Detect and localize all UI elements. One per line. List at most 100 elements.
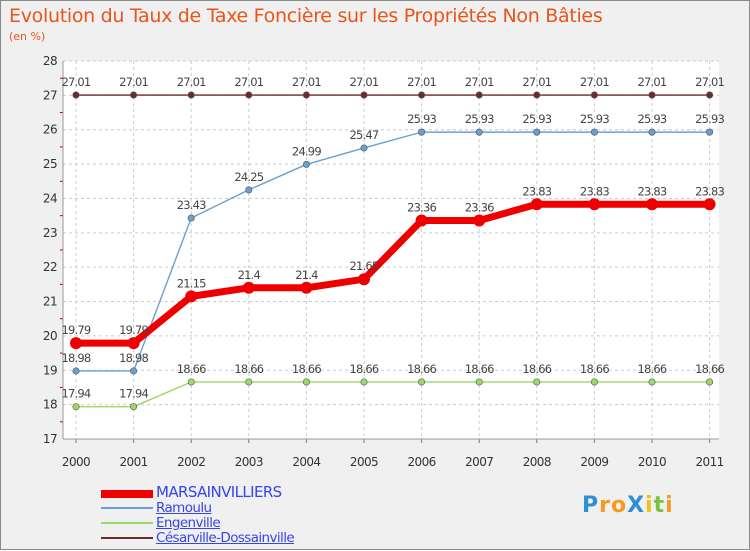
data-point bbox=[475, 91, 483, 99]
series-line-2 bbox=[76, 381, 710, 408]
data-point bbox=[360, 91, 368, 99]
data-point bbox=[418, 91, 426, 99]
data-label: 27.01 bbox=[350, 75, 379, 89]
data-point bbox=[130, 403, 138, 411]
data-label: 18.66 bbox=[522, 362, 551, 376]
x-tick-label: 2005 bbox=[350, 455, 378, 469]
data-point bbox=[245, 378, 253, 386]
data-point bbox=[533, 91, 541, 99]
x-tick-label: 2008 bbox=[523, 455, 551, 469]
logo-letter: X bbox=[627, 493, 646, 518]
data-label: 19.79 bbox=[62, 323, 91, 337]
data-label: 17.94 bbox=[119, 387, 148, 401]
legend-item-ramoulu[interactable]: Ramoulu bbox=[101, 500, 361, 516]
data-point bbox=[646, 198, 658, 211]
y-tick-label: 17 bbox=[43, 432, 57, 446]
data-point bbox=[302, 91, 310, 99]
x-tick-label: 2010 bbox=[638, 455, 666, 469]
data-point bbox=[302, 160, 310, 168]
data-label: 19.79 bbox=[119, 323, 148, 337]
data-point bbox=[70, 337, 82, 350]
data-point bbox=[418, 378, 426, 386]
data-point bbox=[358, 273, 370, 286]
data-point bbox=[590, 128, 598, 136]
series-line-1 bbox=[76, 131, 710, 372]
data-point bbox=[475, 128, 483, 136]
data-point bbox=[185, 290, 198, 303]
legend-item-marsainvilliers[interactable]: MARSAINVILLIERS bbox=[101, 483, 361, 501]
proxiti-logo[interactable]: ProXiti bbox=[582, 493, 674, 518]
legend-label-engenville: Engenville bbox=[156, 515, 221, 531]
data-label: 18.66 bbox=[465, 362, 494, 376]
legend-item-cesarville-dossainville[interactable]: Césarville-Dossainville bbox=[101, 530, 361, 546]
data-label: 25.93 bbox=[407, 112, 436, 126]
logo-letter: P bbox=[582, 493, 600, 518]
x-tick-label: 2003 bbox=[235, 455, 263, 469]
logo-letter: r bbox=[599, 493, 611, 518]
data-label: 27.01 bbox=[177, 75, 206, 89]
data-label: 27.01 bbox=[580, 75, 609, 89]
y-tick-label: 26 bbox=[43, 123, 57, 137]
data-label: 18.66 bbox=[177, 362, 206, 376]
data-label: 21.15 bbox=[177, 276, 206, 290]
data-point bbox=[590, 91, 598, 99]
logo-letter: t bbox=[653, 493, 666, 518]
data-label: 27.01 bbox=[292, 75, 321, 89]
y-tick-label: 24 bbox=[43, 191, 57, 205]
data-point bbox=[706, 128, 714, 136]
data-point bbox=[533, 128, 541, 136]
data-label: 25.93 bbox=[695, 112, 724, 126]
data-label: 24.99 bbox=[292, 144, 321, 158]
data-point bbox=[245, 186, 253, 194]
data-point bbox=[245, 91, 253, 99]
y-tick-label: 19 bbox=[43, 363, 57, 377]
x-tick-label: 2011 bbox=[696, 455, 724, 469]
data-point bbox=[187, 214, 195, 222]
y-tick-label: 18 bbox=[43, 398, 57, 412]
data-point bbox=[300, 281, 313, 294]
data-label: 18.98 bbox=[62, 351, 91, 365]
data-label: 18.66 bbox=[350, 362, 379, 376]
data-point bbox=[360, 144, 368, 152]
data-point bbox=[72, 367, 80, 375]
data-label: 25.47 bbox=[350, 128, 379, 142]
x-tick-label: 2006 bbox=[408, 455, 436, 469]
data-label: 18.66 bbox=[580, 362, 609, 376]
data-label: 27.01 bbox=[522, 75, 551, 89]
data-point bbox=[418, 128, 426, 136]
data-label: 25.93 bbox=[638, 112, 667, 126]
data-point bbox=[187, 378, 195, 386]
data-point bbox=[187, 91, 195, 99]
data-label: 21.4 bbox=[238, 268, 261, 282]
data-point bbox=[703, 198, 716, 211]
data-point bbox=[415, 214, 428, 227]
data-label: 17.94 bbox=[62, 387, 91, 401]
data-point bbox=[72, 91, 80, 99]
data-label: 23.36 bbox=[407, 200, 436, 214]
data-label: 21.65 bbox=[350, 259, 379, 273]
y-unit-label: (en %) bbox=[9, 30, 46, 43]
data-label: 23.36 bbox=[465, 200, 494, 214]
data-label: 25.93 bbox=[522, 112, 551, 126]
data-point bbox=[648, 128, 656, 136]
data-label: 27.01 bbox=[407, 75, 436, 89]
legend-label-cesarville-dossainville: Césarville-Dossainville bbox=[156, 530, 295, 546]
logo-letter: o bbox=[610, 493, 628, 518]
y-tick-label: 25 bbox=[43, 157, 57, 171]
y-tick-label: 20 bbox=[43, 329, 57, 343]
legend-item-engenville[interactable]: Engenville bbox=[101, 515, 361, 531]
data-point bbox=[590, 378, 598, 386]
legend-swatch-cesarville-dossainville bbox=[101, 537, 153, 539]
data-point bbox=[588, 198, 601, 211]
x-tick-label: 2004 bbox=[292, 455, 320, 469]
x-tick-label: 2000 bbox=[62, 455, 90, 469]
data-label: 25.93 bbox=[465, 112, 494, 126]
data-point bbox=[706, 91, 714, 99]
data-label: 27.01 bbox=[234, 75, 263, 89]
data-point bbox=[360, 378, 368, 386]
y-tick-label: 21 bbox=[43, 295, 57, 309]
data-point bbox=[533, 378, 541, 386]
data-label: 18.66 bbox=[234, 362, 263, 376]
data-label: 23.83 bbox=[695, 184, 724, 198]
